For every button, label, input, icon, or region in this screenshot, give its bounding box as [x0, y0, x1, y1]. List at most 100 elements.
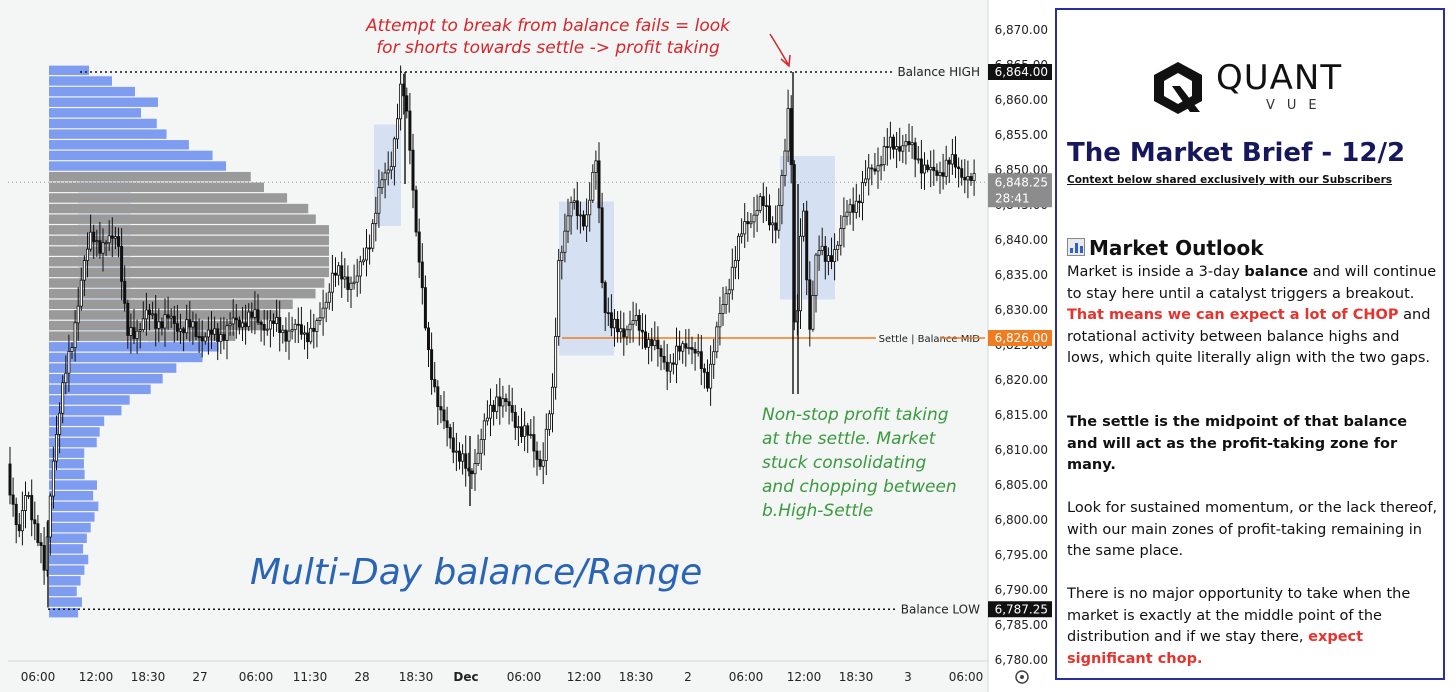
- candle-body: [92, 231, 96, 243]
- x-tick-label: 06:00: [729, 670, 764, 684]
- candle-body: [603, 282, 607, 314]
- candle-body: [157, 321, 161, 329]
- candle-body: [98, 240, 102, 254]
- candle-body: [898, 146, 902, 152]
- candle-body: [966, 176, 970, 181]
- candle-body: [42, 545, 46, 571]
- candle-body: [228, 323, 232, 327]
- candle-body: [312, 327, 316, 332]
- candle-body: [253, 309, 257, 318]
- candle-body: [826, 255, 830, 262]
- candle-body: [830, 255, 834, 262]
- p1-c: and will continue to stay here until a c…: [1067, 264, 1437, 302]
- candle-body: [361, 259, 365, 263]
- candle-body: [442, 409, 446, 422]
- volume-profile-bar: [49, 288, 316, 299]
- annotation-settle-line: b.High-Settle: [762, 501, 873, 521]
- bar-chart-icon: [1067, 238, 1085, 256]
- x-tick-label: 27: [192, 670, 207, 684]
- candle-body: [113, 236, 117, 239]
- candle-body: [473, 463, 477, 475]
- candle-body: [414, 189, 418, 233]
- candle-body: [293, 323, 297, 330]
- candle-body: [609, 312, 613, 329]
- candle-body: [371, 223, 375, 249]
- x-tick-label: 06:00: [507, 670, 542, 684]
- candle-body: [631, 320, 635, 325]
- price-tag-bg: [988, 64, 1052, 80]
- x-tick-label: 06:00: [21, 670, 56, 684]
- p1-a: Market is inside a 3-day: [1067, 264, 1245, 280]
- y-tick-label: 6,860.00: [995, 93, 1048, 107]
- candle-body: [650, 339, 654, 347]
- candle-body: [870, 167, 874, 170]
- chart-area[interactable]: 6,870.006,865.006,860.006,855.006,850.00…: [0, 0, 1052, 692]
- candle-body: [811, 295, 815, 330]
- candle-body: [337, 265, 341, 276]
- volume-profile-bar: [49, 97, 158, 107]
- candle-body: [523, 425, 527, 437]
- level-label: Balance HIGH: [897, 65, 980, 79]
- candle-body: [135, 330, 139, 339]
- quantvue-logo: QUANT VUE: [1150, 58, 1355, 120]
- candle-body: [256, 309, 260, 323]
- candle-body: [352, 281, 356, 284]
- candle-body: [960, 168, 964, 178]
- candle-body: [721, 304, 725, 314]
- candle-body: [76, 305, 80, 324]
- last-price-tag-bg: [988, 173, 1052, 208]
- volume-profile-bar: [49, 512, 95, 522]
- volume-profile-bar: [49, 150, 213, 161]
- x-tick-label: 18:30: [399, 670, 434, 684]
- candle-body: [504, 398, 508, 403]
- candle-body: [271, 320, 275, 324]
- candle-body: [644, 331, 648, 348]
- candle-body: [386, 169, 390, 174]
- candle-body: [817, 250, 821, 256]
- volume-profile-bar: [49, 427, 100, 437]
- candle-body: [882, 146, 886, 166]
- candle-body: [724, 293, 728, 305]
- candle-body: [709, 363, 713, 389]
- y-tick-label: 6,805.00: [995, 478, 1048, 492]
- candle-body: [687, 347, 691, 349]
- y-tick-label: 6,800.00: [995, 513, 1048, 527]
- candle-body: [926, 164, 930, 171]
- candle-body: [619, 328, 623, 333]
- p4-a: There is no major opportunity to take wh…: [1067, 586, 1411, 646]
- candle-body: [895, 146, 899, 150]
- price-tag-text: 6,826.00: [995, 331, 1048, 345]
- candle-body: [200, 336, 204, 342]
- candle-body: [445, 420, 449, 428]
- candle-body: [451, 437, 455, 453]
- candle-body: [653, 339, 657, 347]
- candle-body: [17, 524, 21, 532]
- candle-body: [225, 325, 229, 341]
- candle-body: [857, 200, 861, 204]
- candle-body: [833, 249, 837, 262]
- annotation-top-line: Attempt to break from balance fails = lo…: [365, 16, 731, 36]
- candle-body: [842, 215, 846, 229]
- logo-wordmark: QUANT: [1216, 58, 1343, 98]
- candle-body: [39, 542, 43, 546]
- candle-body: [699, 351, 703, 370]
- volume-profile-bar: [49, 225, 329, 235]
- x-tick-label: 11:30: [293, 670, 328, 684]
- candle-body: [637, 314, 641, 331]
- candle-body: [702, 368, 706, 373]
- price-chart[interactable]: 6,870.006,865.006,860.006,855.006,850.00…: [0, 0, 1052, 692]
- volume-profile-bar: [49, 554, 89, 565]
- candle-body: [929, 166, 933, 171]
- candle-body: [178, 328, 182, 332]
- candle-body: [163, 314, 167, 329]
- candle-body: [464, 453, 468, 469]
- candle-body: [839, 228, 843, 246]
- candle-body: [681, 343, 685, 352]
- brief-subtitle: Context below shared exclusively with ou…: [1067, 174, 1393, 186]
- candle-body: [712, 351, 716, 365]
- annotation-arrowhead: [780, 54, 791, 68]
- candle-body: [299, 324, 303, 335]
- candle-body: [932, 166, 936, 172]
- candle-body: [27, 495, 31, 497]
- settings-gear-icon[interactable]: [1015, 670, 1029, 684]
